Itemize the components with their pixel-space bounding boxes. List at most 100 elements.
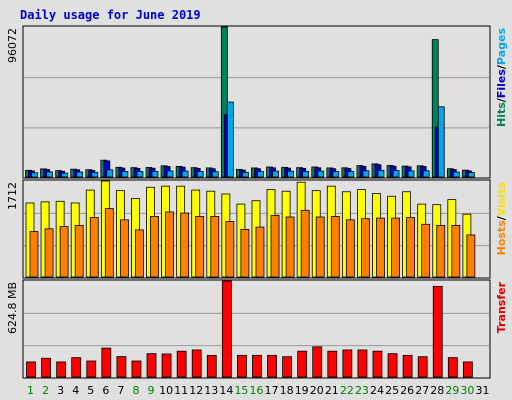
bar-transfer-day-15 — [236, 354, 247, 378]
bar-transfer-day-3 — [56, 361, 67, 378]
bar-transfer-day-5 — [86, 360, 97, 378]
x-tick-label-day-30: 30 — [460, 384, 474, 397]
bar-pages-day-4 — [76, 171, 84, 178]
bar-pages-day-3 — [61, 172, 69, 178]
legend: Hits/Files/Pages — [495, 28, 508, 127]
bar-hosts-day-29 — [451, 225, 461, 278]
legend-visits: Visits — [495, 182, 508, 217]
x-tick-label-day-14: 14 — [219, 384, 233, 397]
bar-pages-day-27 — [422, 170, 430, 178]
x-tick-label-day-18: 18 — [280, 384, 294, 397]
bar-pages-day-29 — [452, 171, 460, 178]
y-max-label: 624.8 MB — [6, 282, 19, 334]
bar-transfer-day-24 — [372, 350, 383, 378]
bar-transfer-day-14 — [221, 280, 232, 378]
bar-pages-day-28 — [437, 106, 445, 178]
x-tick-label-day-16: 16 — [250, 384, 264, 397]
bar-hosts-day-13 — [210, 216, 220, 278]
panel-frame-1 — [22, 25, 491, 179]
bar-hosts-day-14 — [225, 221, 235, 278]
bar-transfer-day-17 — [267, 354, 277, 378]
bar-hosts-day-23 — [361, 218, 370, 278]
x-tick-label-day-10: 10 — [159, 384, 173, 397]
x-tick-label-day-12: 12 — [189, 384, 203, 397]
bar-pages-day-26 — [407, 170, 415, 178]
bar-pages-day-13 — [211, 171, 219, 178]
legend-separator: / — [495, 97, 508, 102]
bar-hosts-day-28 — [436, 225, 446, 278]
legend-files: Files — [495, 69, 508, 99]
legend-pages: Pages — [495, 28, 508, 66]
bar-hosts-day-1 — [29, 231, 39, 278]
x-tick-label-day-27: 27 — [415, 384, 429, 397]
bar-hosts-day-18 — [285, 216, 295, 278]
bar-transfer-day-28 — [432, 285, 443, 378]
bar-pages-day-17 — [272, 170, 279, 178]
bar-pages-day-14 — [226, 101, 234, 178]
x-tick-label-day-2: 2 — [42, 384, 49, 397]
bar-pages-day-15 — [241, 171, 249, 178]
bar-hosts-day-8 — [135, 229, 144, 278]
bar-hosts-day-6 — [104, 208, 114, 278]
x-tick-label-day-4: 4 — [72, 384, 79, 397]
bar-transfer-day-10 — [161, 353, 172, 378]
bar-pages-day-20 — [317, 170, 325, 178]
bar-hosts-day-7 — [119, 219, 129, 278]
bar-hosts-day-25 — [391, 217, 400, 278]
x-tick-label-day-11: 11 — [174, 384, 188, 397]
x-tick-label-day-31: 31 — [475, 384, 489, 397]
bar-pages-day-2 — [46, 171, 53, 178]
x-tick-label-day-9: 9 — [148, 384, 155, 397]
legend-hits: Hits — [495, 102, 508, 127]
x-tick-label-day-17: 17 — [265, 384, 279, 397]
bar-hosts-day-30 — [466, 234, 476, 278]
bar-transfer-day-11 — [176, 350, 187, 378]
x-tick-label-day-15: 15 — [234, 384, 248, 397]
bar-hosts-day-5 — [89, 217, 99, 278]
legend-separator: / — [495, 64, 508, 69]
x-tick-label-day-19: 19 — [295, 384, 309, 397]
bar-hosts-day-16 — [255, 226, 265, 278]
bar-hosts-day-21 — [330, 216, 340, 278]
bar-pages-day-1 — [31, 172, 38, 178]
bar-transfer-day-21 — [327, 350, 338, 378]
bar-pages-day-24 — [377, 169, 385, 178]
bar-transfer-day-18 — [282, 356, 293, 378]
bar-pages-day-10 — [166, 170, 174, 178]
bar-transfer-day-25 — [387, 353, 398, 378]
x-tick-label-day-22: 22 — [340, 384, 354, 397]
x-tick-label-day-21: 21 — [325, 384, 339, 397]
x-tick-label-day-25: 25 — [385, 384, 399, 397]
bar-hosts-day-12 — [195, 216, 205, 278]
bar-hosts-day-9 — [150, 216, 159, 278]
bar-transfer-day-29 — [447, 357, 458, 378]
bar-transfer-day-4 — [71, 357, 82, 378]
bar-transfer-day-9 — [146, 353, 157, 378]
y-max-label: 96072 — [6, 28, 19, 63]
bar-pages-day-22 — [347, 171, 355, 178]
bar-transfer-day-8 — [131, 360, 142, 378]
bar-hosts-day-20 — [315, 216, 325, 278]
x-tick-label-day-5: 5 — [87, 384, 94, 397]
bar-transfer-day-27 — [417, 356, 428, 378]
bar-pages-day-30 — [467, 172, 475, 178]
bar-pages-day-5 — [91, 171, 99, 178]
x-tick-label-day-7: 7 — [117, 384, 124, 397]
bar-pages-day-12 — [196, 171, 204, 178]
bar-pages-day-16 — [257, 171, 264, 178]
x-tick-label-day-26: 26 — [400, 384, 414, 397]
bar-hosts-day-3 — [59, 226, 69, 278]
bar-transfer-day-30 — [462, 361, 473, 378]
bar-hosts-day-4 — [74, 225, 84, 278]
bar-transfer-day-16 — [252, 354, 262, 378]
legend-separator: / — [495, 215, 508, 220]
x-tick-label-day-1: 1 — [27, 384, 34, 397]
bar-hosts-day-15 — [240, 228, 250, 278]
legend: Hosts/Visits — [495, 182, 508, 256]
bar-transfer-day-6 — [101, 347, 112, 378]
bar-pages-day-9 — [151, 170, 159, 178]
x-tick-label-day-8: 8 — [132, 384, 139, 397]
bar-transfer-day-7 — [116, 356, 127, 378]
